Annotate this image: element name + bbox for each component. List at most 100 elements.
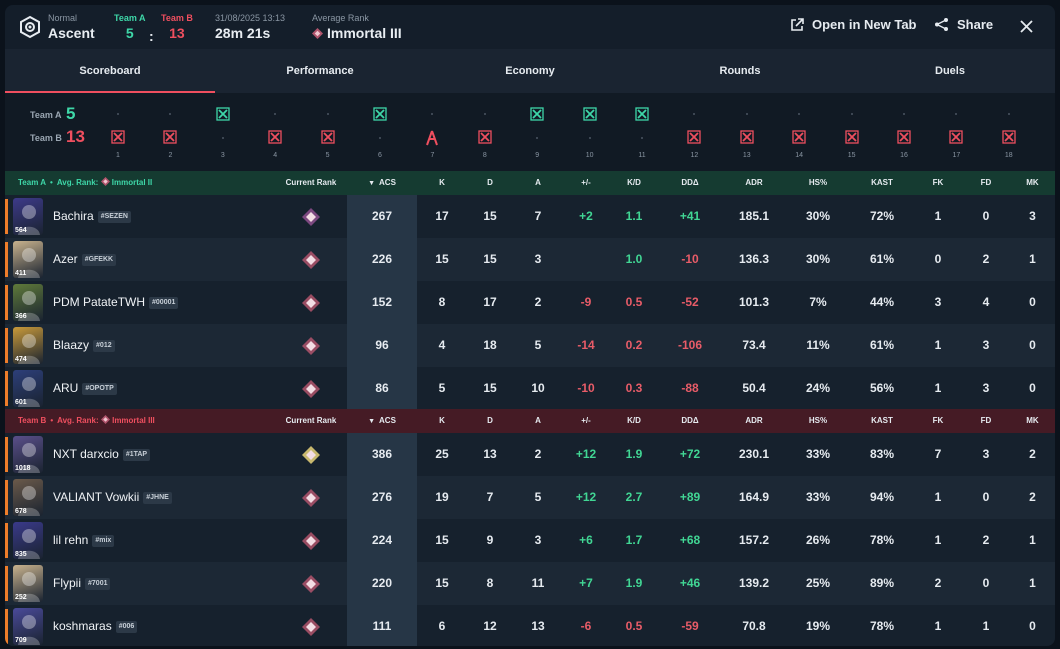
player-name-block[interactable]: ARU #OPOTP [53, 367, 117, 410]
player-level: 709 [15, 637, 27, 644]
stat-mk: 0 [1029, 295, 1036, 309]
stat-adr: 70.8 [742, 619, 766, 633]
agent-portrait: 366 [13, 284, 43, 321]
round-17[interactable]: 17 [946, 93, 966, 163]
agent-icon [18, 248, 40, 278]
rank-icon [301, 617, 321, 637]
average-rank-value: Immortal III [327, 25, 402, 41]
round-18[interactable]: 18 [999, 93, 1019, 163]
player-row[interactable]: 411 Azer #GFEKK 226 15 15 3 1.0 -10 136.3 30% 61% 0 2… [5, 238, 1055, 281]
player-row[interactable]: 1018 NXT darxcio #1TAP 386 25 13 2 +12 1.9 +72 230… [5, 433, 1055, 476]
round-11[interactable]: 11 [632, 93, 652, 163]
elimination-icon [582, 107, 597, 121]
stat-pm: -9 [580, 295, 592, 309]
avg-rank-value: Immortal III [112, 416, 155, 425]
stat-k: 15 [435, 252, 449, 266]
match-mode: Normal [48, 13, 78, 23]
column-header-acs[interactable]: ▼ ACS [347, 409, 417, 434]
elimination-icon [1002, 130, 1016, 144]
column-header-kast: KAST [871, 178, 893, 187]
player-row[interactable]: 601 ARU #OPOTP 86 5 15 10 -10 0.3 -88 50.4 24% 56% 1 3… [5, 367, 1055, 410]
player-row[interactable]: 564 Bachira #SEZEN 267 17 15 7 +2 1.1 +41 185.1 30%… [5, 195, 1055, 238]
stat-kd: 1.1 [625, 209, 643, 223]
team-info: Team B • Avg. Rank: Immortal III [18, 409, 155, 433]
player-row[interactable]: 474 Blaazy #012 96 4 18 5 -14 0.2 -106 73.4 11% 61% 1… [5, 324, 1055, 367]
round-empty-dot [117, 113, 119, 115]
stat-kast: 94% [869, 490, 895, 504]
team-a-score: 5 [125, 25, 134, 41]
row-accent [5, 328, 8, 363]
round-8[interactable]: 8 [475, 93, 495, 163]
round-7[interactable]: 7 [422, 93, 442, 163]
round-16[interactable]: 16 [894, 93, 914, 163]
column-header-acs[interactable]: ▼ ACS [347, 171, 417, 196]
stat-a: 10 [531, 381, 545, 395]
close-icon[interactable] [1020, 20, 1033, 33]
player-row[interactable]: 366 PDM PatateTWH #00001 152 8 17 2 -9 0.5 -52 101… [5, 281, 1055, 324]
tab-rounds[interactable]: Rounds [719, 65, 761, 77]
share-button[interactable]: Share [934, 17, 993, 32]
round-5[interactable]: 5 [318, 93, 338, 163]
tab-economy[interactable]: Economy [505, 65, 555, 77]
team-name: Team B [18, 416, 47, 425]
stat-kast: 72% [869, 209, 895, 223]
player-row[interactable]: 709 koshmaras #006 111 6 12 13 -6 0.5 -59 70.8 19% 7… [5, 605, 1055, 646]
player-name-block[interactable]: Bachira #SEZEN [53, 195, 131, 238]
player-row[interactable]: 835 lil rehn #mix 224 15 9 3 +6 1.7 +68 157.2 26% 78… [5, 519, 1055, 562]
player-name-block[interactable]: lil rehn #mix [53, 519, 115, 562]
round-9[interactable]: 9 [527, 93, 547, 163]
player-name-block[interactable]: NXT darxcio #1TAP [53, 433, 151, 476]
player-name-block[interactable]: Azer #GFEKK [53, 238, 117, 281]
stat-a: 2 [534, 447, 542, 461]
player-name-block[interactable]: PDM PatateTWH #00001 [53, 281, 179, 324]
player-tag: #GFEKK [81, 254, 117, 266]
rank-icon [301, 293, 321, 313]
player-tag: #OPOTP [82, 383, 117, 395]
stat-kd: 0.3 [625, 381, 643, 395]
player-level: 678 [15, 508, 27, 515]
player-name-block[interactable]: VALIANT Vowkii #JHNE [53, 476, 172, 519]
round-10[interactable]: 10 [580, 93, 600, 163]
round-14[interactable]: 14 [789, 93, 809, 163]
player-row[interactable]: 678 VALIANT Vowkii #JHNE 276 19 7 5 +12 2.7 +89 16… [5, 476, 1055, 519]
stat-k: 15 [435, 533, 449, 547]
agent-icon [18, 205, 40, 235]
team-a-header: Team A • Avg. Rank: Immortal II Current Ran… [5, 171, 1055, 195]
player-name-block[interactable]: koshmaras #006 [53, 605, 138, 646]
open-new-tab-button[interactable]: Open in New Tab [790, 17, 917, 32]
round-12[interactable]: 12 [684, 93, 704, 163]
stat-adr: 164.9 [738, 490, 770, 504]
tab-duels[interactable]: Duels [935, 65, 965, 77]
stat-acs: 267 [347, 195, 417, 238]
agent-portrait: 1018 [13, 436, 43, 473]
round-4[interactable]: 4 [265, 93, 285, 163]
stat-adr: 50.4 [742, 381, 766, 395]
agent-portrait: 411 [13, 241, 43, 278]
player-row[interactable]: 252 Flypii #7001 220 15 8 11 +7 1.9 +46 139.2 25% 89… [5, 562, 1055, 605]
round-3[interactable]: 3 [213, 93, 233, 163]
stat-dd: +72 [679, 447, 701, 461]
round-number: 2 [168, 152, 173, 159]
stat-fk: 1 [934, 619, 942, 633]
round-2[interactable]: 2 [160, 93, 180, 163]
stat-kd: 1.0 [625, 252, 643, 266]
tab-scoreboard[interactable]: Scoreboard [5, 49, 215, 93]
player-name: VALIANT Vowkii [53, 490, 140, 504]
round-15[interactable]: 15 [842, 93, 862, 163]
player-name-block[interactable]: Flypii #7001 [53, 562, 111, 605]
tab-bar: Scoreboard Performance Economy Rounds Du… [5, 49, 1055, 93]
column-header-mk: MK [1026, 416, 1039, 425]
round-number: 15 [847, 152, 856, 159]
agent-icon [18, 572, 40, 602]
round-6[interactable]: 6 [370, 93, 390, 163]
immortal-rank-icon [312, 27, 323, 39]
player-name-block[interactable]: Blaazy #012 [53, 324, 115, 367]
stat-hs: 24% [805, 381, 831, 395]
stat-fd: 0 [982, 209, 990, 223]
player-name: Blaazy [53, 338, 90, 352]
stat-fd: 4 [982, 295, 990, 309]
round-1[interactable]: 1 [108, 93, 128, 163]
round-13[interactable]: 13 [737, 93, 757, 163]
tab-performance[interactable]: Performance [286, 65, 354, 77]
column-header-kd: K/D [627, 178, 641, 187]
